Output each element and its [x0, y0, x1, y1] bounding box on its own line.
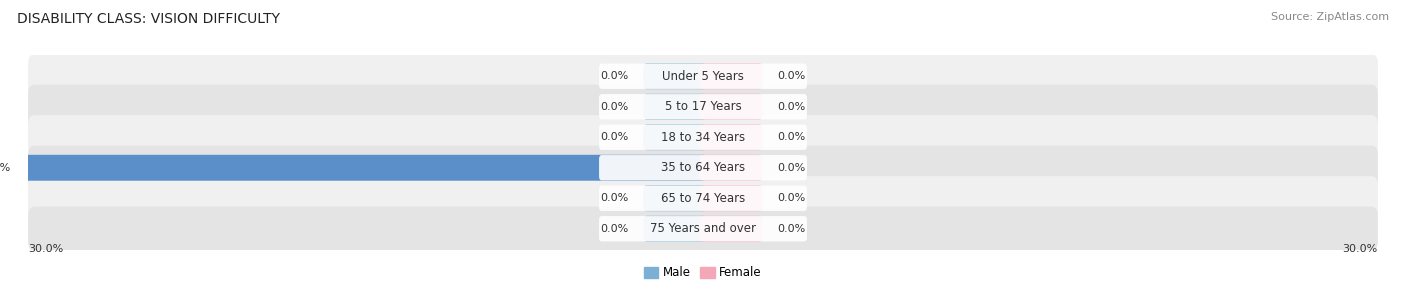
FancyBboxPatch shape: [28, 54, 1378, 98]
Text: 0.0%: 0.0%: [600, 102, 628, 112]
FancyBboxPatch shape: [644, 124, 706, 150]
FancyBboxPatch shape: [599, 185, 807, 211]
Text: 0.0%: 0.0%: [778, 132, 806, 142]
FancyBboxPatch shape: [644, 185, 706, 211]
FancyBboxPatch shape: [28, 115, 1378, 159]
Text: 75 Years and over: 75 Years and over: [650, 222, 756, 235]
FancyBboxPatch shape: [28, 84, 1378, 129]
FancyBboxPatch shape: [644, 216, 706, 242]
Text: Source: ZipAtlas.com: Source: ZipAtlas.com: [1271, 12, 1389, 22]
Text: 5 to 17 Years: 5 to 17 Years: [665, 100, 741, 113]
Text: 0.0%: 0.0%: [778, 193, 806, 203]
FancyBboxPatch shape: [25, 155, 706, 181]
Text: 0.0%: 0.0%: [600, 224, 628, 234]
FancyBboxPatch shape: [700, 185, 762, 211]
Text: 30.0%: 30.0%: [1343, 244, 1378, 253]
FancyBboxPatch shape: [700, 216, 762, 242]
FancyBboxPatch shape: [644, 63, 706, 89]
Text: 30.0%: 30.0%: [28, 244, 63, 253]
FancyBboxPatch shape: [700, 63, 762, 89]
Text: 0.0%: 0.0%: [778, 163, 806, 173]
Text: 0.0%: 0.0%: [778, 224, 806, 234]
FancyBboxPatch shape: [28, 207, 1378, 251]
FancyBboxPatch shape: [700, 94, 762, 120]
Legend: Male, Female: Male, Female: [644, 266, 762, 279]
FancyBboxPatch shape: [599, 94, 807, 119]
FancyBboxPatch shape: [700, 155, 762, 181]
FancyBboxPatch shape: [599, 124, 807, 150]
Text: 0.0%: 0.0%: [600, 193, 628, 203]
FancyBboxPatch shape: [28, 176, 1378, 220]
FancyBboxPatch shape: [599, 216, 807, 242]
FancyBboxPatch shape: [599, 63, 807, 89]
Text: 0.0%: 0.0%: [778, 102, 806, 112]
Text: 0.0%: 0.0%: [778, 71, 806, 81]
Text: DISABILITY CLASS: VISION DIFFICULTY: DISABILITY CLASS: VISION DIFFICULTY: [17, 12, 280, 26]
Text: 65 to 74 Years: 65 to 74 Years: [661, 192, 745, 205]
Text: Under 5 Years: Under 5 Years: [662, 70, 744, 83]
FancyBboxPatch shape: [599, 155, 807, 180]
Text: 0.0%: 0.0%: [600, 132, 628, 142]
FancyBboxPatch shape: [700, 124, 762, 150]
Text: 0.0%: 0.0%: [600, 71, 628, 81]
Text: 30.0%: 30.0%: [0, 163, 10, 173]
Text: 18 to 34 Years: 18 to 34 Years: [661, 131, 745, 144]
Text: 35 to 64 Years: 35 to 64 Years: [661, 161, 745, 174]
FancyBboxPatch shape: [644, 94, 706, 120]
FancyBboxPatch shape: [28, 145, 1378, 190]
